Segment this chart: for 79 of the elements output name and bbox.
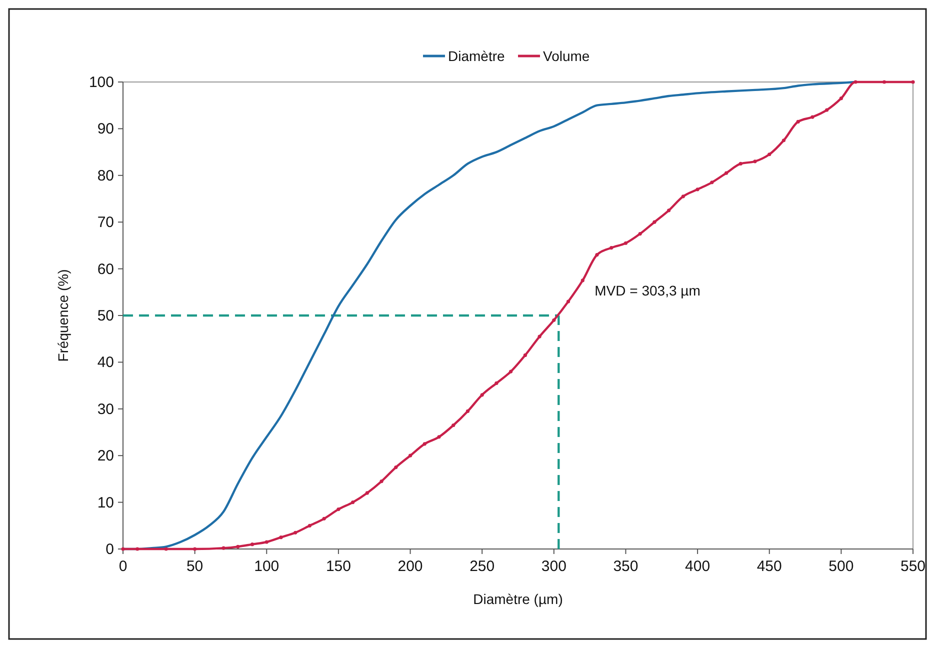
point — [710, 180, 714, 184]
point — [667, 208, 671, 212]
y-tick-label: 80 — [97, 167, 114, 184]
point — [523, 353, 527, 357]
legend-label: Diamètre — [448, 48, 506, 64]
point — [250, 542, 254, 546]
point — [552, 318, 556, 322]
point — [538, 334, 542, 338]
point — [164, 547, 168, 551]
x-tick-label: 50 — [186, 558, 204, 575]
point — [595, 252, 599, 257]
x-tick-label: 100 — [254, 558, 280, 575]
point — [136, 547, 140, 551]
point — [696, 188, 700, 192]
x-tick-label: 150 — [326, 558, 351, 575]
point — [580, 278, 584, 282]
point — [351, 500, 355, 504]
x-tick-label: 400 — [685, 558, 710, 575]
point — [322, 516, 326, 520]
point — [810, 115, 814, 119]
point — [279, 536, 283, 540]
point — [724, 171, 728, 175]
point — [753, 160, 757, 164]
point — [480, 393, 484, 397]
point — [652, 220, 656, 224]
point — [380, 479, 384, 484]
point — [854, 80, 858, 84]
point — [394, 465, 398, 470]
point — [566, 300, 570, 304]
point — [437, 435, 441, 439]
x-tick-label: 0 — [118, 558, 128, 575]
point — [839, 96, 843, 100]
y-tick-label: 50 — [97, 308, 114, 324]
x-tick-label: 350 — [613, 558, 638, 575]
point — [264, 540, 268, 544]
y-tick-label: 60 — [97, 260, 114, 278]
point — [681, 194, 685, 198]
y-tick-label: 0 — [106, 541, 114, 558]
point — [768, 152, 772, 156]
point — [638, 232, 642, 236]
point — [825, 108, 829, 112]
point — [494, 381, 498, 386]
x-tick-label: 200 — [398, 558, 423, 575]
point — [782, 138, 786, 142]
point — [466, 409, 470, 414]
y-tick-label: 30 — [97, 400, 114, 418]
point — [236, 544, 240, 548]
point — [222, 546, 226, 550]
x-axis-title: Diamètre (µm) — [473, 591, 563, 607]
point — [336, 508, 340, 512]
annotation: MVD = 303,3 µm — [594, 282, 700, 298]
point — [796, 120, 800, 124]
point — [911, 80, 915, 84]
point — [624, 241, 628, 245]
point — [610, 246, 614, 250]
x-tick-label: 300 — [541, 558, 566, 575]
point — [308, 524, 312, 528]
point — [452, 423, 456, 428]
y-tick-label: 40 — [97, 354, 114, 372]
x-tick-label: 450 — [756, 558, 782, 575]
point — [294, 530, 298, 534]
y-axis-title: Fréquence (%) — [55, 269, 71, 362]
point — [408, 454, 412, 458]
y-tick-label: 90 — [97, 120, 114, 138]
y-tick-label: 100 — [88, 74, 114, 91]
y-tick-label: 20 — [97, 448, 114, 465]
x-tick-label: 550 — [900, 558, 926, 575]
point — [365, 491, 369, 495]
y-tick-label: 10 — [97, 494, 114, 512]
point — [121, 547, 125, 551]
point — [509, 370, 513, 374]
point — [738, 162, 742, 166]
x-tick-label: 250 — [470, 558, 495, 575]
point — [422, 442, 426, 446]
point — [882, 80, 886, 84]
y-tick-label: 70 — [97, 214, 114, 232]
point — [193, 547, 197, 551]
x-tick-label: 500 — [828, 558, 854, 575]
legend-label: Volume — [543, 48, 590, 64]
